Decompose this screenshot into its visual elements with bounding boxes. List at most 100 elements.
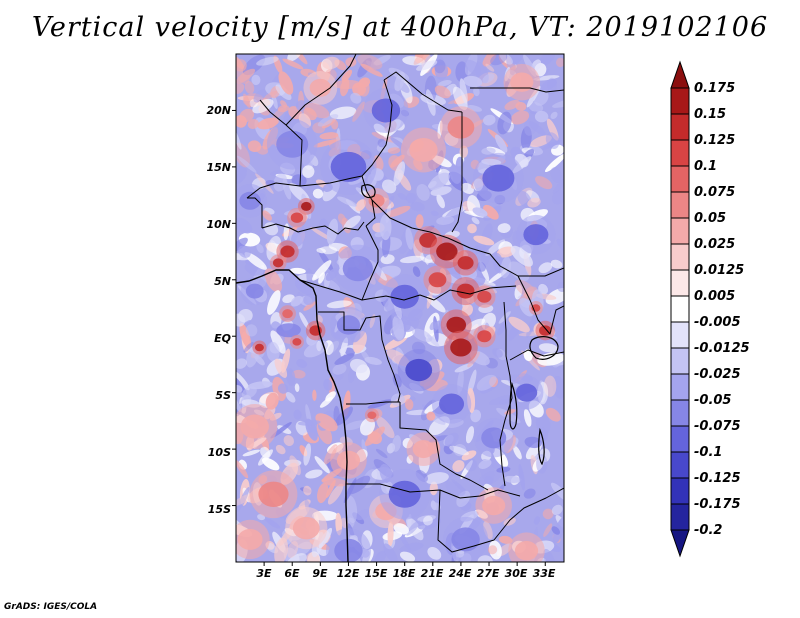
border xyxy=(361,225,379,301)
colorbar-swatch xyxy=(670,347,690,375)
lat-label: 20N xyxy=(206,104,231,117)
lat-label: 5N xyxy=(214,275,231,288)
field-patch xyxy=(236,404,278,450)
border xyxy=(371,199,564,277)
field-patch xyxy=(249,470,298,519)
field-patch xyxy=(325,528,371,562)
field-patches xyxy=(236,63,556,562)
border xyxy=(499,301,513,487)
colorbar-labels: 0.175 0.15 0.125 0.1 0.075 0.05 0.025 0.0125 0.0… xyxy=(694,81,750,538)
colorbar-label: 0.1 xyxy=(694,159,717,174)
field-patch xyxy=(397,348,440,392)
field-patch xyxy=(452,250,479,276)
field-patch xyxy=(400,127,446,173)
colorbar-label: 0.0125 xyxy=(694,263,744,278)
lake-victoria xyxy=(529,336,559,360)
colorbar-label: 0.025 xyxy=(694,237,735,252)
colorbar-label: 0.125 xyxy=(694,133,735,148)
colorbar-swatch xyxy=(670,295,690,323)
field-patch xyxy=(287,207,307,228)
map-frame xyxy=(235,53,565,563)
colorbar-end-bottom xyxy=(670,529,690,558)
field-patch xyxy=(503,63,541,101)
colorbar-label: -0.025 xyxy=(694,367,741,382)
field-patch xyxy=(363,87,409,133)
colorbar-label: -0.075 xyxy=(694,419,741,434)
boundaries xyxy=(236,54,564,562)
colorbar xyxy=(670,60,690,558)
border xyxy=(346,483,461,499)
colorbar-label: -0.005 xyxy=(694,315,741,330)
border xyxy=(517,275,564,335)
coastline xyxy=(236,269,349,562)
lon-label: 3E xyxy=(256,567,272,580)
field-patch xyxy=(535,320,556,341)
field-patch xyxy=(333,244,382,293)
border xyxy=(470,87,564,93)
lat-label: 5S xyxy=(215,389,231,402)
map-area[interactable] xyxy=(225,44,576,575)
border xyxy=(383,71,463,113)
field-patch xyxy=(266,119,318,170)
lake-chad xyxy=(361,184,376,199)
field-patch xyxy=(439,106,483,149)
lon-label: 21E xyxy=(421,567,444,580)
field-patch xyxy=(269,254,287,272)
lat-label: 15S xyxy=(208,503,231,516)
colorbar-label: 0.005 xyxy=(694,289,735,304)
colorbar-swatch xyxy=(670,243,690,271)
field-patch xyxy=(330,442,367,479)
lat-label: 10N xyxy=(206,218,231,231)
lat-ticks xyxy=(232,109,236,507)
credit-text: GrADS: IGES/COLA xyxy=(4,602,98,612)
colorbar-label: -0.1 xyxy=(694,445,722,460)
field-patch xyxy=(451,276,480,306)
border xyxy=(399,402,489,491)
field-patch xyxy=(473,325,496,348)
colorbar-swatch xyxy=(670,113,690,141)
lon-label: 33E xyxy=(533,567,556,580)
field-patch xyxy=(240,276,269,306)
lon-ticks xyxy=(263,562,546,566)
colorbar-label: -0.0125 xyxy=(694,341,750,356)
colorbar-swatch xyxy=(670,477,690,505)
lon-label: 12E xyxy=(337,567,360,580)
border xyxy=(299,279,517,301)
field-patch xyxy=(474,418,514,458)
field-patch xyxy=(379,468,430,520)
lon-label: 9E xyxy=(312,567,328,580)
lon-label: 27E xyxy=(477,567,500,580)
border xyxy=(297,221,365,235)
field-patch xyxy=(406,432,441,467)
field-patch xyxy=(303,70,338,105)
border xyxy=(509,349,564,361)
lat-label: 10S xyxy=(208,446,231,459)
colorbar-swatch xyxy=(670,373,690,401)
border xyxy=(346,401,400,405)
lake-tanganyika xyxy=(509,381,518,430)
lake-malawi xyxy=(538,427,545,466)
lon-label: 24E xyxy=(449,567,472,580)
border xyxy=(361,79,393,177)
colorbar-swatch xyxy=(670,139,690,167)
field-patch xyxy=(431,384,472,424)
colorbar-swatch xyxy=(670,87,690,115)
border xyxy=(285,54,357,126)
colorbar-label: 0.15 xyxy=(694,107,726,122)
field-patch xyxy=(305,320,326,341)
lat-label: 15N xyxy=(206,161,231,174)
field-patch xyxy=(475,487,513,524)
field-patch xyxy=(285,507,328,550)
colorbar-swatch xyxy=(670,503,690,531)
lon-label: 6E xyxy=(284,567,300,580)
colorbar-label: -0.175 xyxy=(694,497,741,512)
field-patch xyxy=(382,274,428,320)
field-patch xyxy=(473,285,496,308)
colorbar-swatch xyxy=(670,191,690,219)
field-patch xyxy=(508,532,545,562)
colorbar-label: 0.05 xyxy=(694,211,726,226)
field-patch xyxy=(279,305,296,323)
colorbar-label: -0.125 xyxy=(694,471,741,486)
field-patch xyxy=(423,265,452,294)
